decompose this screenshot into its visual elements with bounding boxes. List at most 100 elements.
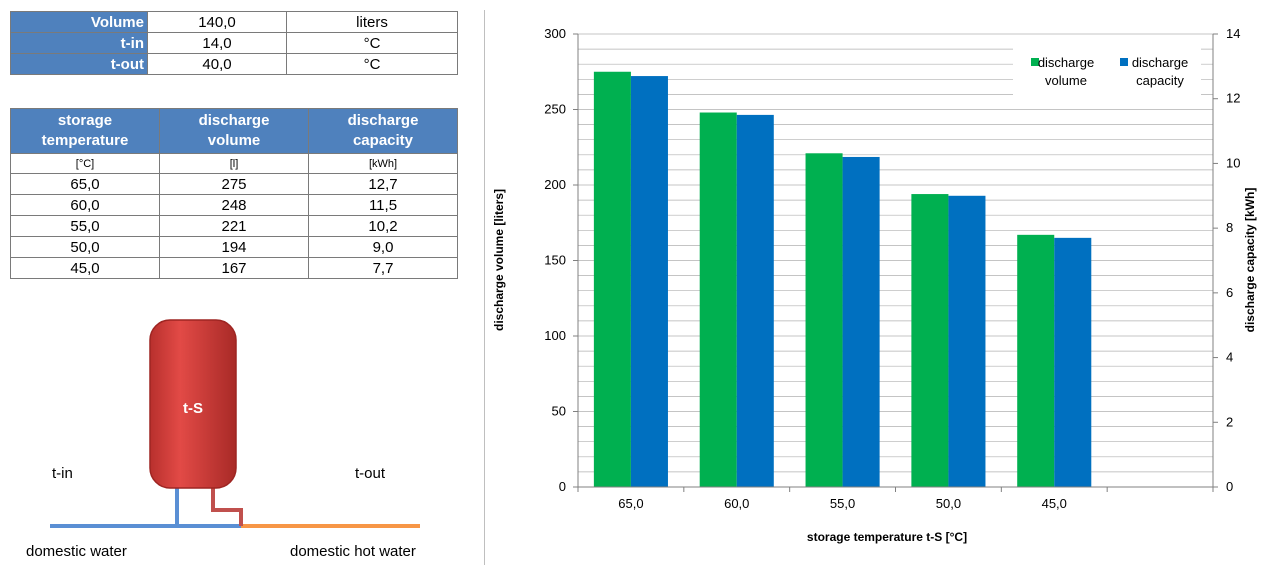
y2-tick-label: 4 xyxy=(1226,350,1233,365)
param-value: 14,0 xyxy=(147,32,287,54)
inlet-label: t-in xyxy=(52,465,73,482)
chart-bars xyxy=(593,71,1092,488)
param-unit: °C xyxy=(286,53,458,75)
tank-label: t-S xyxy=(183,400,203,417)
legend-label-volume: volume xyxy=(1045,73,1087,88)
units-row: [°C] [l] [kWh] xyxy=(10,153,458,174)
table-cell: 60,0 xyxy=(10,194,160,216)
table-cell: 12,7 xyxy=(308,173,458,195)
param-label: t-out xyxy=(10,53,148,75)
y2-tick-label: 12 xyxy=(1226,91,1240,106)
bar-discharge-volume xyxy=(699,112,737,488)
table-cell: 167 xyxy=(159,257,309,279)
y2-tick-label: 0 xyxy=(1226,479,1233,494)
storage-tank xyxy=(149,319,237,489)
y-tick-label: 100 xyxy=(544,328,566,343)
unit-cell: [kWh] xyxy=(308,153,458,174)
discharge-chart: 65,0 60,0 55,0 50,0 45,0 0 50 100 150 200 250 300 0 2… xyxy=(492,26,1257,544)
table-cell: 11,5 xyxy=(308,194,458,216)
header-line: discharge xyxy=(347,112,419,129)
table-row: 45,0 167 7,7 xyxy=(10,257,458,279)
param-row-t-in: t-in 14,0 °C xyxy=(10,32,458,54)
bar-discharge-capacity xyxy=(842,156,880,487)
legend-label-volume: discharge xyxy=(1038,55,1094,70)
legend-label-capacity: capacity xyxy=(1136,73,1184,88)
legend-background xyxy=(1013,47,1201,105)
header-line: volume xyxy=(207,132,261,149)
y2-tick-label: 2 xyxy=(1226,414,1233,429)
unit-cell: [l] xyxy=(159,153,309,174)
param-row-t-out: t-out 40,0 °C xyxy=(10,53,458,75)
header-line: storage xyxy=(57,112,113,129)
legend-label-capacity: discharge xyxy=(1132,55,1188,70)
bar-discharge-capacity xyxy=(736,114,774,488)
unit-cell: [°C] xyxy=(10,153,160,174)
chart-legend: discharge volume discharge capacity xyxy=(1013,47,1201,105)
results-table: storage temperature discharge volume disch… xyxy=(10,108,458,279)
table-row: 60,0 248 11,5 xyxy=(10,194,458,216)
chart-axes xyxy=(573,33,1218,492)
bar-discharge-capacity xyxy=(1054,237,1092,487)
y2-tick-label: 8 xyxy=(1226,220,1233,235)
param-unit: °C xyxy=(286,32,458,54)
param-value: 40,0 xyxy=(147,53,287,75)
y2-tick-label: 14 xyxy=(1226,26,1240,41)
header-discharge-capacity: discharge capacity xyxy=(308,108,458,154)
table-cell: 55,0 xyxy=(10,215,160,237)
x-tick-label: 65,0 xyxy=(618,496,643,511)
param-label: Volume xyxy=(10,11,148,33)
x-axis-label: storage temperature t-S [°C] xyxy=(807,530,967,544)
outlet-caption: domestic hot water xyxy=(290,543,416,560)
y-tick-label: 0 xyxy=(559,479,566,494)
x-tick-label: 45,0 xyxy=(1042,496,1067,511)
hot-water-pipe xyxy=(211,488,243,526)
param-row-volume: Volume 140,0 liters xyxy=(10,11,458,33)
table-cell: 65,0 xyxy=(10,173,160,195)
table-cell: 7,7 xyxy=(308,257,458,279)
y-tick-label: 150 xyxy=(544,253,566,268)
table-cell: 50,0 xyxy=(10,236,160,258)
x-tick-label: 60,0 xyxy=(724,496,749,511)
table-cell: 221 xyxy=(159,215,309,237)
header-storage-temperature: storage temperature xyxy=(10,108,160,154)
header-discharge-volume: discharge volume xyxy=(159,108,309,154)
y-tick-label: 300 xyxy=(544,26,566,41)
param-value: 140,0 xyxy=(147,11,287,33)
y-tick-label: 200 xyxy=(544,177,566,192)
x-tick-label: 50,0 xyxy=(936,496,961,511)
y-axis-label: discharge volume [liters] xyxy=(492,189,506,331)
table-cell: 248 xyxy=(159,194,309,216)
panel-divider xyxy=(484,10,485,565)
legend-swatch-volume xyxy=(1031,58,1039,66)
table-row: 55,0 221 10,2 xyxy=(10,215,458,237)
chart-grid xyxy=(578,33,1213,473)
table-cell: 10,2 xyxy=(308,215,458,237)
param-label: t-in xyxy=(10,32,148,54)
legend-swatch-capacity xyxy=(1120,58,1128,66)
x-tick-label: 55,0 xyxy=(830,496,855,511)
header-line: temperature xyxy=(41,132,129,149)
parameters-table: Volume 140,0 liters t-in 14,0 °C t-out 4… xyxy=(10,11,458,75)
y2-tick-label: 6 xyxy=(1226,285,1233,300)
table-row: 65,0 275 12,7 xyxy=(10,173,458,195)
storage-tank-diagram: t-S t-in t-out domestic water domestic h… xyxy=(26,319,420,560)
bar-discharge-volume xyxy=(911,194,949,487)
y-tick-label: 50 xyxy=(552,404,566,419)
outlet-label: t-out xyxy=(355,465,386,482)
y2-tick-label: 10 xyxy=(1226,155,1240,170)
results-header-row: storage temperature discharge volume disch… xyxy=(10,108,458,154)
bar-discharge-volume xyxy=(593,71,631,487)
inlet-caption: domestic water xyxy=(26,543,127,560)
header-line: discharge xyxy=(198,112,270,129)
table-cell: 9,0 xyxy=(308,236,458,258)
header-line: capacity xyxy=(352,132,414,149)
param-unit: liters xyxy=(286,11,458,33)
bar-discharge-capacity xyxy=(948,195,986,488)
table-cell: 275 xyxy=(159,173,309,195)
bar-discharge-volume xyxy=(805,153,843,488)
table-cell: 194 xyxy=(159,236,309,258)
table-row: 50,0 194 9,0 xyxy=(10,236,458,258)
bar-discharge-capacity xyxy=(630,76,668,488)
chart-ticks: 65,0 60,0 55,0 50,0 45,0 0 50 100 150 200 250 300 0 2… xyxy=(544,26,1240,511)
bar-discharge-volume xyxy=(1017,234,1055,487)
